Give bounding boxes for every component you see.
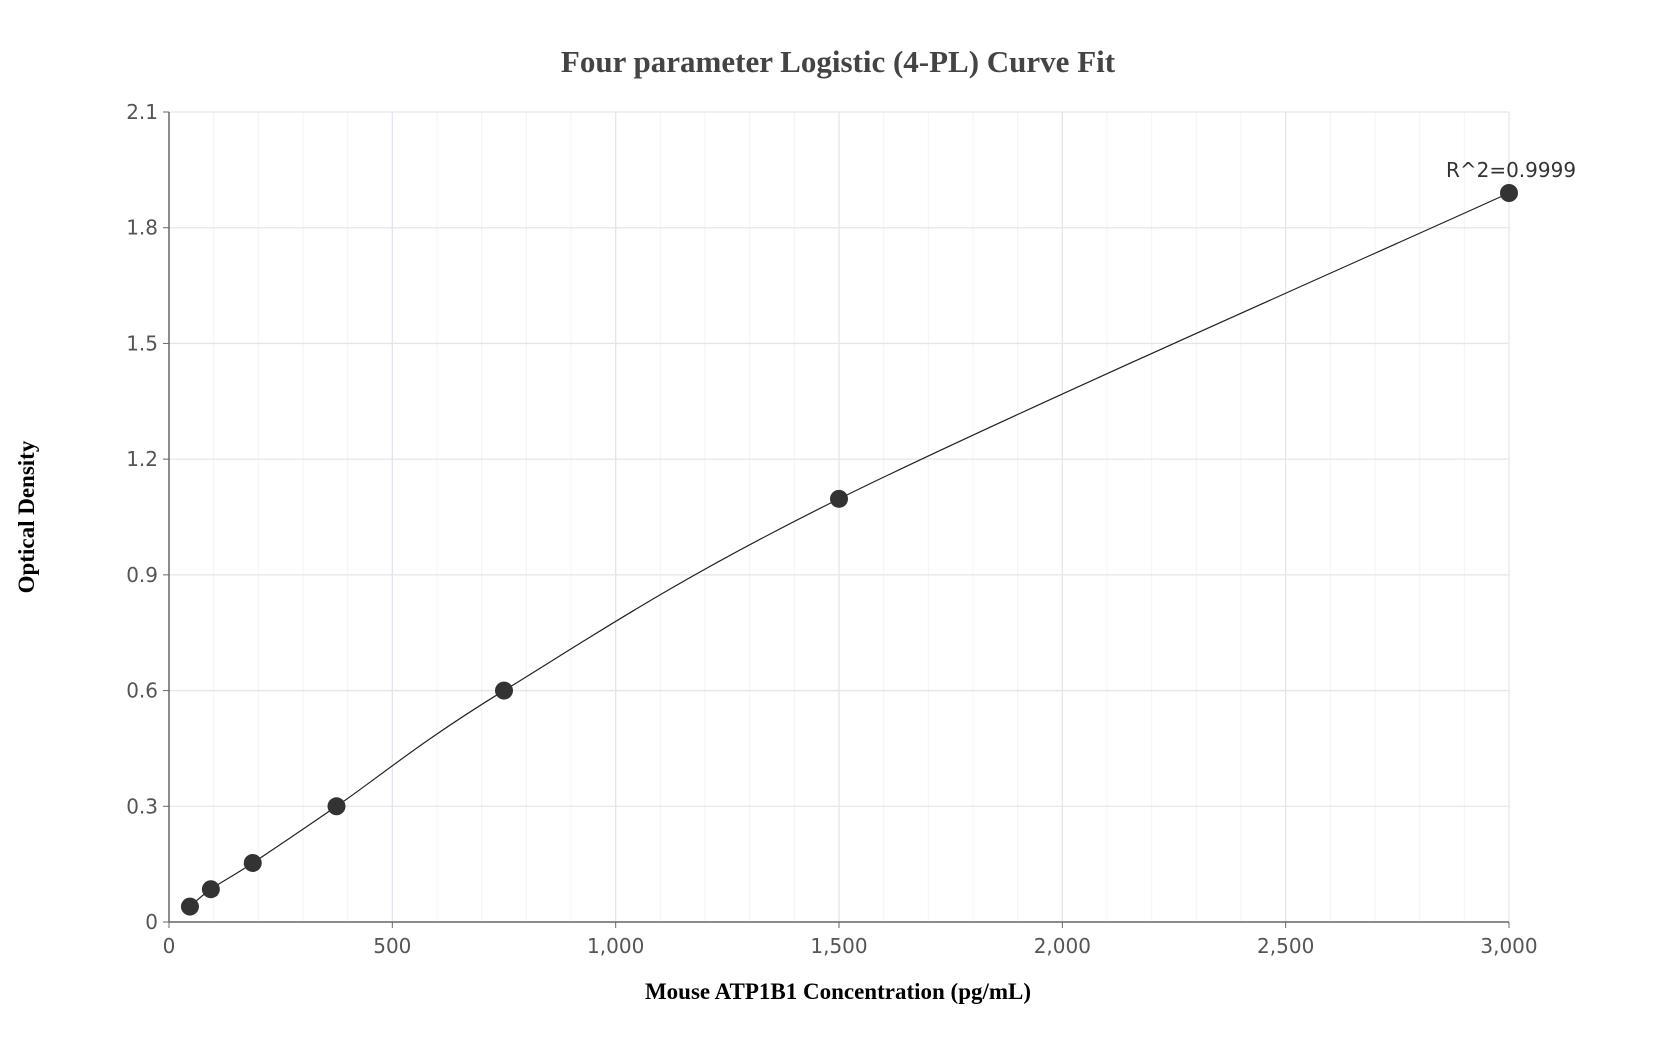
data-point xyxy=(180,897,199,916)
grid xyxy=(169,111,1510,922)
y-tick-label: 1.2 xyxy=(126,447,158,471)
chart-title: Four parameter Logistic (4-PL) Curve Fit xyxy=(561,44,1116,79)
data-point xyxy=(830,489,848,508)
y-tick-label: 1.8 xyxy=(126,216,158,240)
x-tick-label: 500 xyxy=(373,934,411,958)
y-tick-label: 0.3 xyxy=(126,794,158,818)
y-tick-label: 0 xyxy=(145,910,158,934)
data-point xyxy=(495,681,513,700)
data-points xyxy=(180,184,1518,916)
y-axis-label: Optical Density xyxy=(14,440,39,593)
x-axis-label: Mouse ATP1B1 Concentration (pg/mL) xyxy=(645,979,1031,1004)
y-tick-label: 0.9 xyxy=(126,563,158,587)
axes: 0 500 1,000 1,500 2,000 2,500 3,000 0 0.3 0.6 0.9 1… xyxy=(126,100,1537,958)
x-tick-label: 1,000 xyxy=(587,934,644,958)
data-point xyxy=(1500,184,1518,202)
x-tick-label: 2,500 xyxy=(1257,934,1314,958)
x-tick-label: 1,500 xyxy=(810,934,867,958)
y-tick-label: 0.6 xyxy=(126,679,158,703)
x-tick-label: 0 xyxy=(163,934,176,958)
r-squared-annotation: R^2=0.9999 xyxy=(1446,158,1576,182)
fit-curve xyxy=(189,192,1510,908)
data-point xyxy=(327,797,346,816)
y-tick-label: 2.1 xyxy=(126,100,158,124)
data-point xyxy=(201,880,220,899)
x-tick-label: 3,000 xyxy=(1480,934,1537,958)
data-point xyxy=(243,853,262,872)
x-tick-label: 2,000 xyxy=(1034,934,1091,958)
y-tick-label: 1.5 xyxy=(126,331,158,355)
